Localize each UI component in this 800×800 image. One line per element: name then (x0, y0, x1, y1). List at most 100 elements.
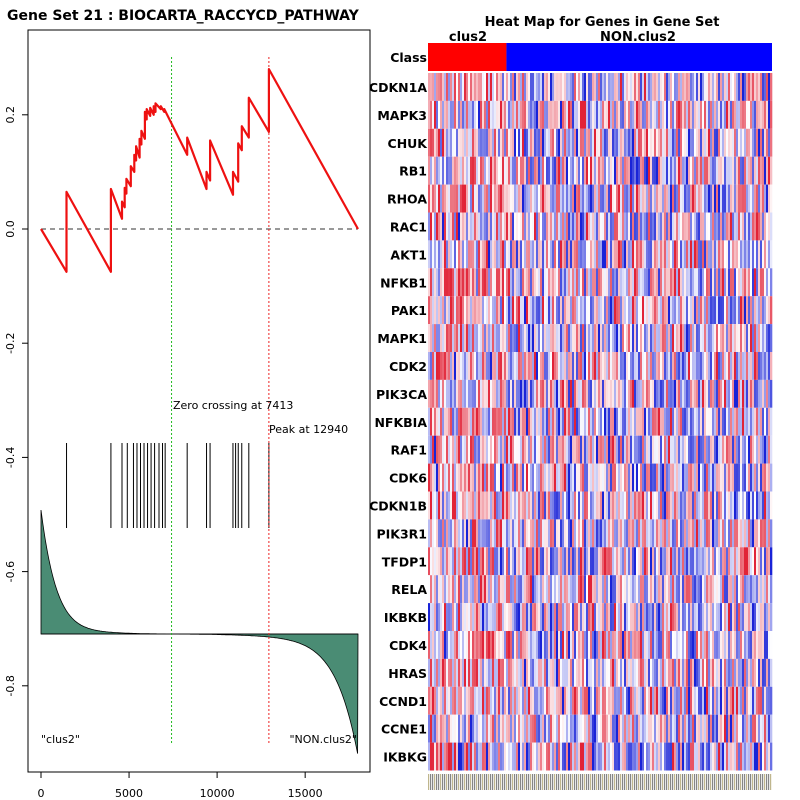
heat-cell (690, 212, 693, 241)
heat-cell (506, 184, 509, 213)
heat-cell (756, 73, 759, 101)
heat-cell (654, 352, 657, 380)
heat-cell (734, 296, 737, 325)
heat-cell (748, 156, 751, 185)
heat-cell (620, 352, 623, 380)
heat-cell (536, 742, 539, 771)
heat-cell (656, 240, 659, 269)
heat-cell (444, 296, 447, 325)
heat-cell (688, 352, 691, 380)
heat-cell (450, 714, 453, 743)
heat-cell (606, 240, 609, 269)
heat-cell (664, 742, 667, 771)
heat-cell (642, 519, 645, 548)
heat-cell (564, 575, 567, 604)
heat-cell (466, 519, 469, 548)
heat-cell (454, 100, 457, 129)
heat-cell (760, 296, 763, 325)
heat-cell (728, 212, 731, 241)
heat-cell (582, 128, 585, 157)
heat-cell (466, 575, 469, 604)
heat-cell (652, 296, 655, 325)
column-label (462, 774, 464, 790)
heat-cell (748, 324, 751, 352)
heat-cell (468, 212, 471, 241)
heat-cell (626, 435, 629, 464)
heat-cell (752, 240, 755, 269)
heat-cell (468, 631, 471, 659)
heat-cell (752, 575, 755, 604)
column-label (758, 774, 760, 790)
heat-cell (488, 156, 491, 185)
heat-cell (678, 100, 681, 129)
heat-cell (752, 100, 755, 129)
heat-cell (690, 184, 693, 213)
heat-cell (622, 156, 625, 185)
heat-cell (638, 73, 641, 101)
heat-cell (556, 268, 559, 297)
heat-cell (520, 240, 523, 269)
column-label (644, 774, 646, 790)
heat-cell (450, 128, 453, 157)
heat-cell (530, 603, 533, 631)
heat-cell (444, 407, 447, 436)
heat-cell (730, 575, 733, 604)
heat-cell (652, 73, 655, 101)
heat-cell (720, 603, 723, 631)
heat-cell (536, 268, 539, 297)
heat-cell (558, 575, 561, 604)
heat-cell (554, 491, 557, 520)
heat-cell (746, 714, 749, 743)
heat-cell (688, 575, 691, 604)
heat-cell (430, 491, 433, 520)
heat-cell (582, 240, 585, 269)
heat-cell (580, 631, 583, 659)
heat-cell (520, 742, 523, 771)
heat-cell (514, 631, 517, 659)
heat-cell (634, 268, 637, 297)
heat-cell (714, 324, 717, 352)
heat-cell (760, 100, 763, 129)
heat-cell (652, 714, 655, 743)
heat-cell (704, 352, 707, 380)
heat-cell (642, 714, 645, 743)
heat-cell (492, 379, 495, 408)
heat-cell (608, 352, 611, 380)
heat-cell (748, 296, 751, 325)
heat-cell (584, 463, 587, 492)
heat-cell (452, 212, 455, 241)
heat-cell (506, 407, 509, 436)
heat-cell (696, 714, 699, 743)
heat-cell (430, 352, 433, 380)
heat-cell (472, 184, 475, 213)
heat-cell (586, 156, 589, 185)
heat-cell (556, 100, 559, 129)
column-label (500, 774, 502, 790)
heat-cell (616, 463, 619, 492)
heat-cell (658, 324, 661, 352)
column-label (684, 774, 686, 790)
heat-cell (670, 324, 673, 352)
heat-cell (540, 547, 543, 576)
heat-cell (726, 212, 729, 241)
heat-cell (656, 631, 659, 659)
heat-cell (574, 73, 577, 101)
heat-cell (478, 100, 481, 129)
heat-cell (644, 268, 647, 297)
heat-cell (700, 184, 703, 213)
heat-cell (636, 631, 639, 659)
heat-cell (582, 268, 585, 297)
heat-cell (656, 519, 659, 548)
heat-cell (616, 575, 619, 604)
heat-cell (694, 240, 697, 269)
heat-cell (452, 184, 455, 213)
heat-cell (656, 324, 659, 352)
heat-cell (496, 547, 499, 576)
heat-cell (582, 212, 585, 241)
heat-cell (510, 240, 513, 269)
heat-cell (512, 547, 515, 576)
heat-cell (768, 519, 771, 548)
heat-cell (692, 379, 695, 408)
heat-cell (572, 73, 575, 101)
heat-cell (760, 128, 763, 157)
